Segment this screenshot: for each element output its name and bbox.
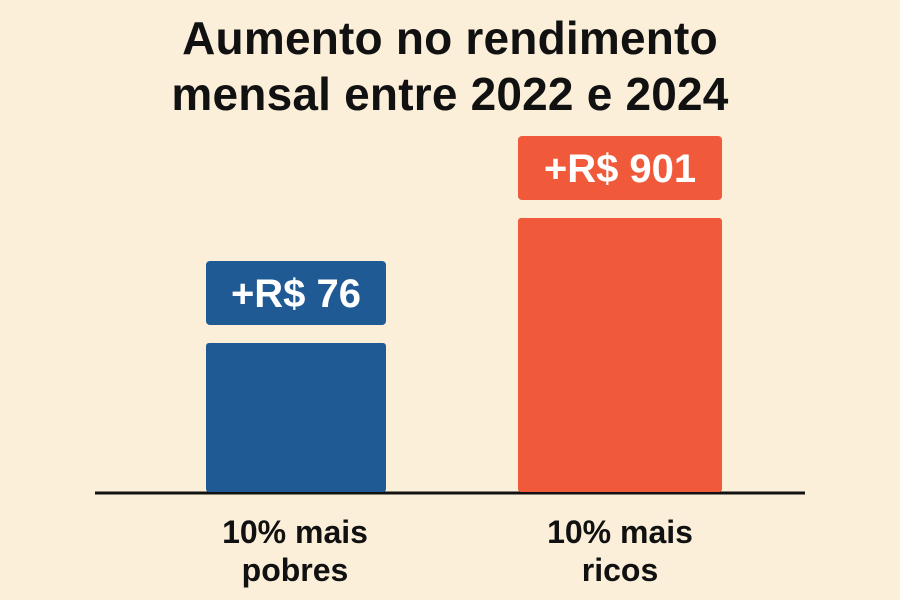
category-label-richest-line-2: ricos [581, 552, 659, 588]
category-label-poorest-line-1: 10% mais [222, 514, 368, 550]
chart-title-line-2: mensal entre 2022 e 2024 [171, 68, 729, 120]
value-label-richest: +R$ 901 [544, 147, 696, 191]
value-label-box-richest [518, 136, 722, 200]
category-label-richest: 10% mais ricos [490, 513, 750, 589]
value-label-poorest: +R$ 76 [231, 272, 361, 316]
value-label-box-poorest [206, 261, 386, 325]
category-label-richest-line-1: 10% mais [547, 514, 693, 550]
category-label-poorest: 10% mais pobres [165, 513, 425, 589]
chart-title: Aumento no rendimento mensal entre 2022 … [0, 10, 900, 122]
category-label-poorest-line-2: pobres [241, 552, 349, 588]
bar-richest [518, 218, 722, 492]
bar-poorest [206, 343, 386, 492]
chart-title-line-1: Aumento no rendimento [182, 12, 718, 64]
